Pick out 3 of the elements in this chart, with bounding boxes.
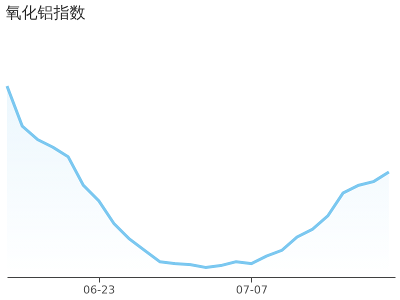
x-tick-label: 06-23 [83,284,116,296]
x-tick-label: 07-07 [236,284,268,296]
chart-title: 氧化铝指数 [6,3,86,22]
